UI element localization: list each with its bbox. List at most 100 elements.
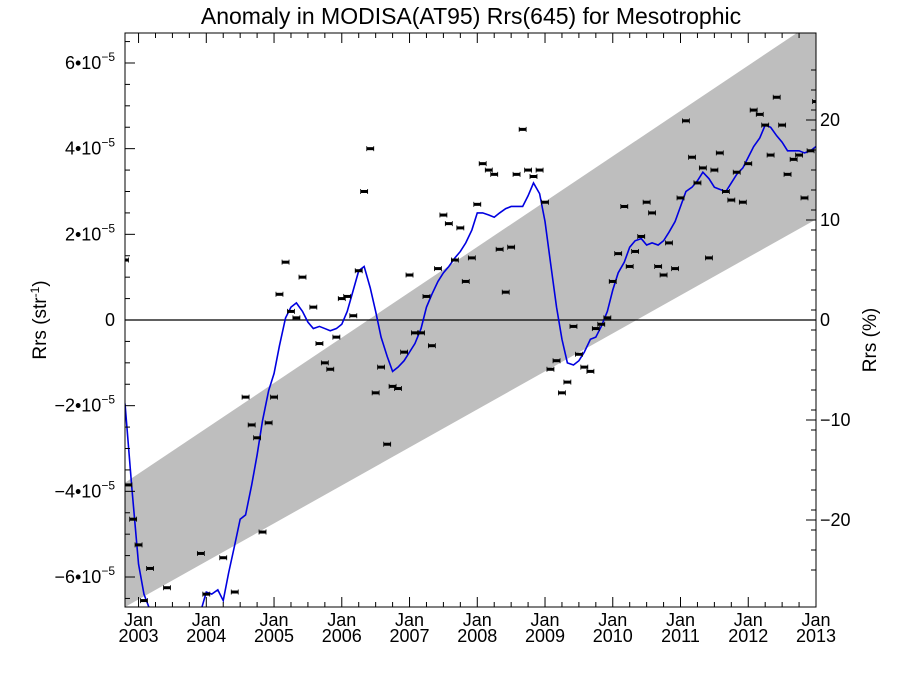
data-point-marker [332,335,340,339]
x-tick-month-label: Jan [666,610,695,630]
data-point-marker [377,365,385,369]
data-point [129,516,138,522]
y-tick-exponent: −5 [101,136,115,150]
data-point-marker [400,350,408,354]
data-point-marker [553,359,561,363]
data-point-marker [231,590,239,594]
data-point [461,278,470,284]
y-tick-exponent: −5 [101,393,115,407]
data-point-marker [434,267,442,271]
data-point-marker [688,155,696,159]
y-axis-title-close: ) [30,280,51,286]
data-point [569,323,578,329]
data-point [451,257,459,263]
y2-tick-label: 0 [820,310,830,330]
data-point-marker [309,305,317,309]
data-point [298,274,307,280]
data-point-marker [800,196,808,200]
y-tick-mantissa: 0 [105,310,115,330]
data-point [783,171,792,177]
data-point [230,589,239,595]
data-point [518,126,527,132]
data-point-marker [716,151,724,155]
data-point-marker [536,168,544,172]
data-point [495,246,504,252]
data-point-marker [575,352,583,356]
data-point [253,435,262,441]
data-point [490,171,499,177]
data-point [654,263,663,269]
data-point [326,366,335,372]
data-point-marker [507,245,515,249]
data-point [800,195,809,201]
data-point [247,422,256,428]
data-point [586,368,595,374]
data-point-marker [750,108,758,112]
data-point [778,122,787,128]
x-tick-month-label: Jan [801,610,830,630]
data-point-marker [541,200,549,204]
data-point [270,394,278,400]
data-point [394,386,402,392]
data-point-marker [389,384,397,388]
data-point-marker [248,423,256,427]
data-point-marker [451,258,459,262]
x-tick-year-label: 2004 [186,626,226,646]
data-point [597,321,606,327]
data-point [371,390,380,396]
data-point [727,197,736,203]
y-tick-mantissa: −4•10 [54,481,101,501]
confidence-band [125,33,816,607]
data-points-layer [125,94,816,604]
data-point [125,257,129,263]
data-point-marker [654,264,662,268]
x-tick-month-label: Jan [734,610,763,630]
data-point-marker [609,279,617,283]
x-tick-year-label: 2013 [796,626,836,646]
running-mean-line [125,124,816,607]
data-point [563,379,572,385]
x-tick-year-label: 2012 [728,626,768,646]
data-point-marker [270,395,278,399]
data-point [529,174,538,179]
data-point [580,364,589,370]
data-point-marker [626,264,634,268]
data-point [603,315,612,321]
x-tick-year-label: 2011 [661,626,700,646]
data-point-marker [140,599,148,603]
data-point-marker [812,100,816,104]
data-point-marker [129,517,137,521]
y-tick-mantissa: −2•10 [54,396,101,416]
data-point [715,150,724,156]
data-point-marker [614,252,622,256]
data-point-marker [727,198,735,202]
data-point-marker [807,149,815,153]
data-point [400,349,409,355]
data-point-marker [163,586,171,590]
data-point [625,263,634,269]
data-point-marker [197,551,205,555]
data-point [377,364,385,370]
data-point-marker [372,391,380,395]
data-point-marker [125,483,132,487]
y-tick-exponent: −5 [101,478,115,492]
data-point [354,268,363,274]
data-point-marker [705,256,713,260]
data-point-marker [756,112,764,116]
data-point-marker [546,367,554,371]
y-tick-mantissa: −6•10 [54,567,101,587]
data-point [422,293,431,299]
x-tick-year-label: 2005 [254,626,294,646]
data-point [196,550,205,556]
data-point [552,358,561,364]
data-point-marker [631,249,639,253]
data-point-marker [530,175,538,178]
data-point [688,154,696,160]
data-point [812,99,816,105]
y-tick-label: −2•10−5 [54,393,115,416]
data-point-marker [744,162,752,166]
x-tick-month-label: Jan [124,610,153,630]
data-point-marker [383,442,391,446]
x-tick-month-label: Jan [531,610,560,630]
